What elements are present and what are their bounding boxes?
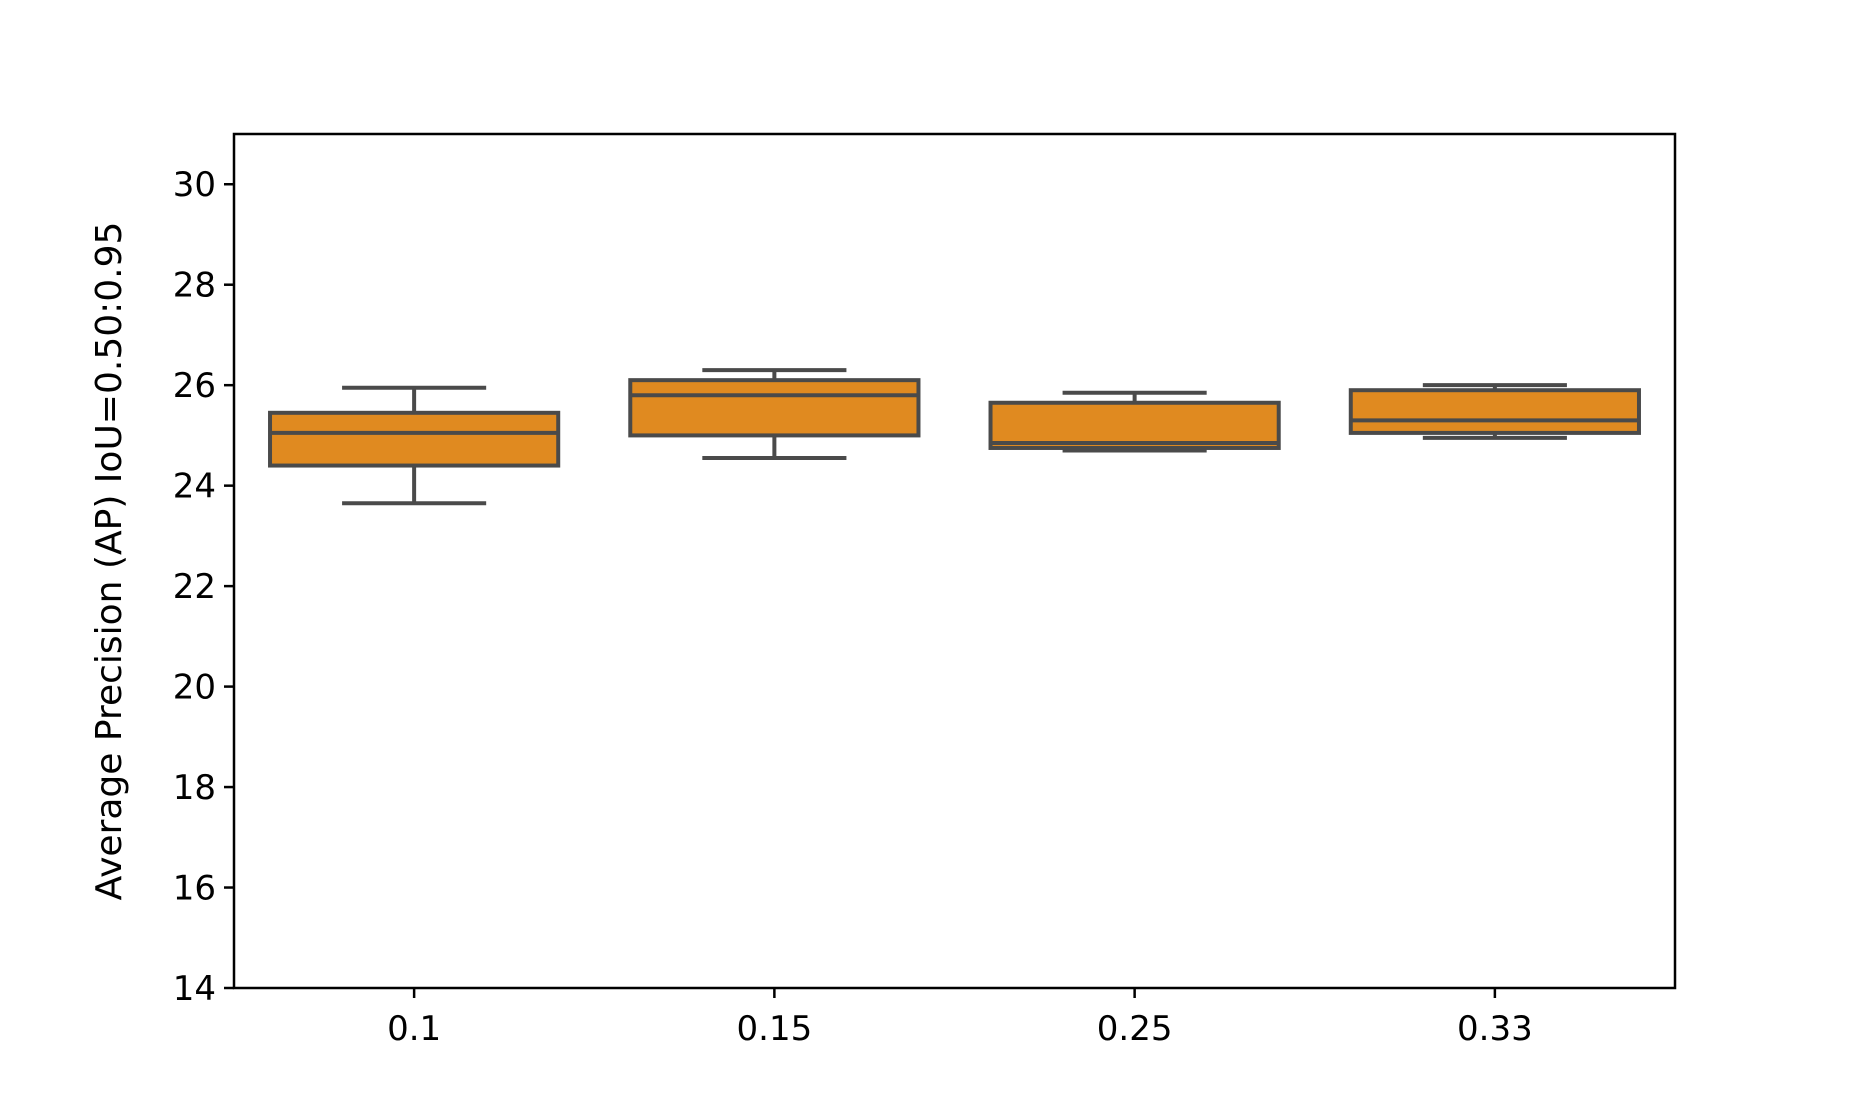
- box: [628, 378, 921, 438]
- x-axis: 0.1 0.15 0.25 0.33: [387, 988, 1533, 1049]
- y-axis: 14 16 18 20 22 24 26 28 30: [173, 165, 234, 1009]
- y-tick-label: 20: [173, 668, 216, 708]
- y-tick-label: 14: [173, 969, 216, 1009]
- y-tick-label: 26: [173, 366, 216, 406]
- y-tick-label: 18: [173, 768, 216, 808]
- y-tick-label: 24: [173, 467, 216, 507]
- y-tick-label: 16: [173, 869, 216, 909]
- y-tick-label: 28: [173, 266, 216, 306]
- box: [1348, 388, 1641, 435]
- box: [268, 410, 561, 468]
- y-tick-label: 30: [173, 165, 216, 205]
- x-tick-label: 0.25: [1097, 1009, 1173, 1049]
- x-tick-label: 0.15: [737, 1009, 813, 1049]
- plot-area: [232, 132, 1677, 990]
- y-tick-label: 22: [173, 567, 216, 607]
- x-tick-label: 0.33: [1457, 1009, 1533, 1049]
- box: [988, 400, 1281, 450]
- y-axis-label: Average Precision (AP) IoU=0.50:0.95: [89, 222, 130, 901]
- boxes-group: [268, 368, 1641, 506]
- x-tick-label: 0.1: [387, 1009, 441, 1049]
